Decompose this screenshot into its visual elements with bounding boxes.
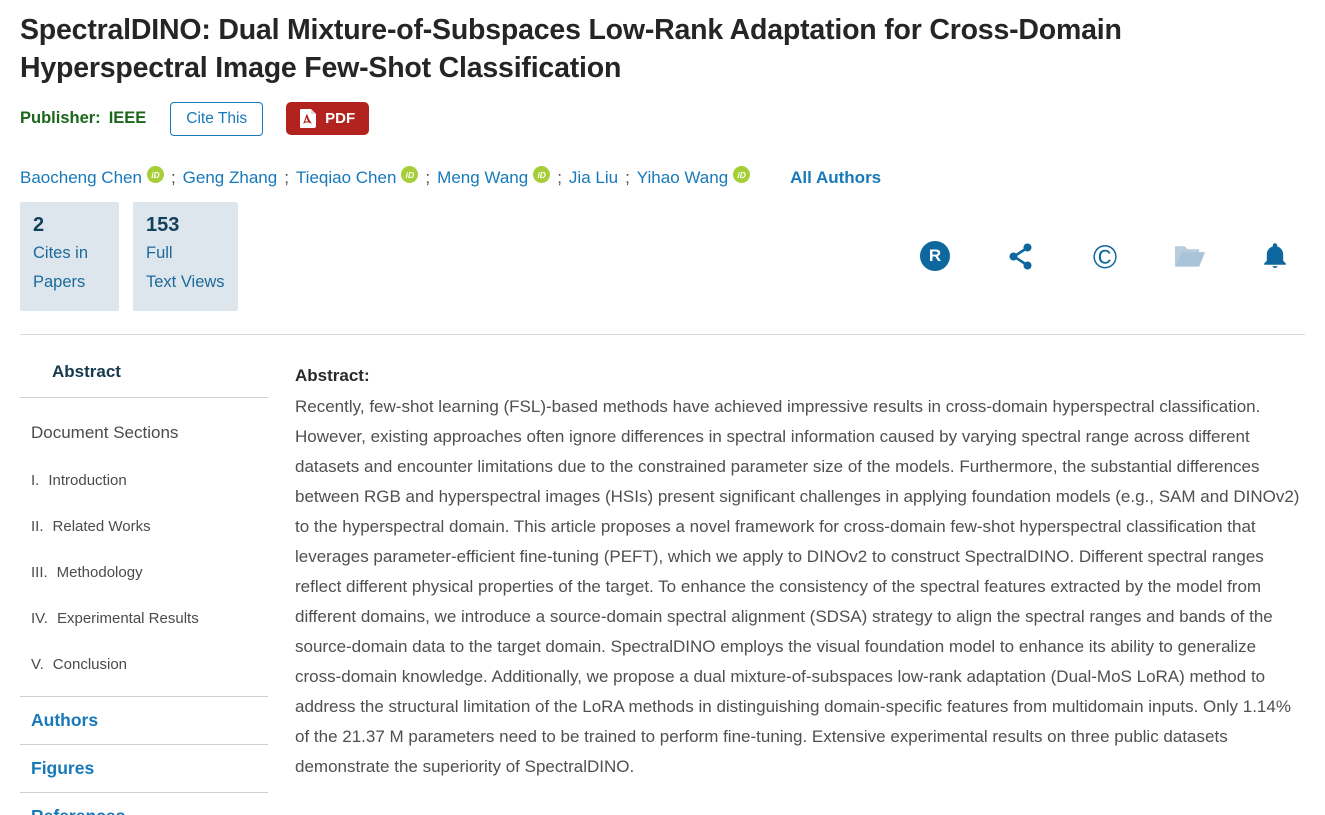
fulltext-views-count: 153 <box>146 213 180 236</box>
publisher-label: Publisher: <box>20 109 101 128</box>
sidebar-item-experimental-results[interactable]: IV. Experimental Results <box>31 609 199 627</box>
document-sidebar: Abstract Document Sections I. Introductio… <box>20 362 268 815</box>
abstract-section: Abstract: Recently, few-shot learning (F… <box>295 362 1305 815</box>
folder-icon[interactable] <box>1174 240 1206 272</box>
document-sections-list: I. Introduction II. Related Works III. Meth… <box>20 472 268 697</box>
author-link[interactable]: Meng Wang <box>437 167 529 187</box>
share-icon[interactable] <box>1004 240 1036 272</box>
author-separator: ; <box>425 167 431 187</box>
sidebar-item-introduction[interactable]: I. Introduction <box>31 471 127 489</box>
citations-metric[interactable]: 2 Cites in Papers <box>20 201 119 311</box>
citations-count: 2 <box>33 213 45 236</box>
main-area: Abstract Document Sections I. Introductio… <box>20 335 1305 815</box>
authors-row: Baocheng Chen iD ; Geng Zhang ; Tieqiao … <box>20 166 1305 188</box>
fulltext-views-label: Full Text Views <box>146 243 225 292</box>
orcid-icon[interactable]: iD <box>146 166 164 184</box>
author-separator: ; <box>284 167 289 187</box>
abstract-text: Recently, few-shot learning (FSL)-based … <box>295 396 1300 776</box>
author-separator: ; <box>625 167 630 187</box>
copyright-icon[interactable]: © <box>1089 240 1121 273</box>
publisher-row: Publisher: IEEE Cite This PDF <box>20 100 1305 138</box>
all-authors-link[interactable]: All Authors <box>790 167 882 187</box>
alerts-bell-icon[interactable] <box>1259 240 1291 272</box>
author-link[interactable]: Baocheng Chen <box>20 167 142 187</box>
sidebar-item-abstract[interactable]: Abstract <box>20 362 268 398</box>
page-title: SpectralDINO: Dual Mixture-of-Subspaces … <box>20 14 1122 84</box>
document-sections-header: Document Sections <box>31 422 179 442</box>
author-link[interactable]: Jia Liu <box>568 167 619 187</box>
author-link[interactable]: Geng Zhang <box>182 167 278 187</box>
author-separator: ; <box>557 167 562 187</box>
rights-reuse-icon[interactable]: R <box>919 240 951 272</box>
publisher: Publisher: IEEE <box>20 109 146 128</box>
stats-band: 2 Cites in Papers 153 Full Text Views R <box>20 201 1305 311</box>
metric-boxes: 2 Cites in Papers 153 Full Text Views <box>20 201 238 311</box>
document-action-icons: R © <box>919 240 1291 273</box>
orcid-icon[interactable]: iD <box>533 166 551 184</box>
orcid-icon[interactable]: iD <box>401 166 419 184</box>
header-divider <box>20 333 1305 335</box>
sidebar-item-related-works[interactable]: II. Related Works <box>31 517 151 535</box>
pdf-button[interactable]: PDF <box>286 102 370 136</box>
author-separator: ; <box>170 167 176 187</box>
sidebar-item-authors[interactable]: Authors <box>20 697 268 745</box>
publisher-name: IEEE <box>108 109 147 128</box>
fulltext-views-metric[interactable]: 153 Full Text Views <box>133 201 238 311</box>
sidebar-item-conclusion[interactable]: V. Conclusion <box>31 655 128 673</box>
author-link[interactable]: Yihao Wang <box>636 167 729 187</box>
cite-this-button[interactable]: Cite This <box>170 101 264 136</box>
pdf-button-label: PDF <box>325 110 356 128</box>
orcid-icon[interactable]: iD <box>733 166 751 184</box>
citations-label: Cites in Papers <box>33 243 89 292</box>
author-link[interactable]: Tieqiao Chen <box>295 167 397 187</box>
sidebar-item-methodology[interactable]: III. Methodology <box>31 563 143 581</box>
pdf-file-icon <box>300 109 317 129</box>
abstract-heading: Abstract: <box>295 365 370 385</box>
sidebar-item-figures[interactable]: Figures <box>20 745 268 793</box>
sidebar-item-references[interactable]: References <box>20 793 268 815</box>
